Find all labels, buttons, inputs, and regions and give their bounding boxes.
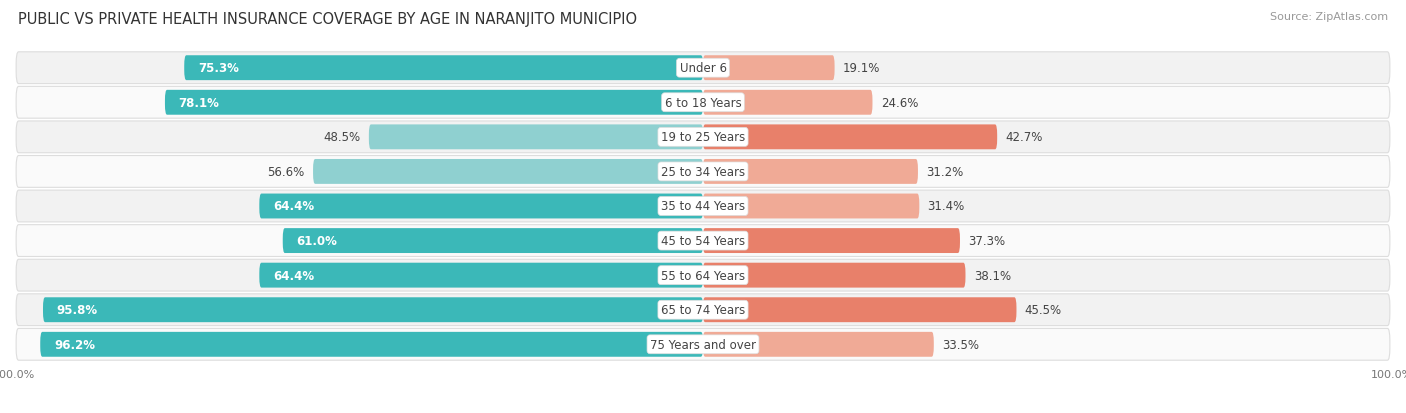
FancyBboxPatch shape xyxy=(703,228,960,254)
FancyBboxPatch shape xyxy=(259,194,703,219)
FancyBboxPatch shape xyxy=(15,53,1391,84)
Text: 65 to 74 Years: 65 to 74 Years xyxy=(661,304,745,316)
FancyBboxPatch shape xyxy=(15,156,1391,188)
FancyBboxPatch shape xyxy=(703,263,966,288)
FancyBboxPatch shape xyxy=(15,87,1391,119)
Text: Under 6: Under 6 xyxy=(679,62,727,75)
FancyBboxPatch shape xyxy=(15,329,1391,360)
FancyBboxPatch shape xyxy=(314,159,703,185)
Text: 19.1%: 19.1% xyxy=(842,62,880,75)
FancyBboxPatch shape xyxy=(703,194,920,219)
Text: 45.5%: 45.5% xyxy=(1025,304,1062,316)
Text: 37.3%: 37.3% xyxy=(969,235,1005,247)
Text: 45 to 54 Years: 45 to 54 Years xyxy=(661,235,745,247)
FancyBboxPatch shape xyxy=(165,90,703,116)
Text: 33.5%: 33.5% xyxy=(942,338,979,351)
Text: 56.6%: 56.6% xyxy=(267,166,305,178)
Text: 55 to 64 Years: 55 to 64 Years xyxy=(661,269,745,282)
FancyBboxPatch shape xyxy=(703,159,918,185)
FancyBboxPatch shape xyxy=(41,332,703,357)
Text: 31.4%: 31.4% xyxy=(928,200,965,213)
Text: 96.2%: 96.2% xyxy=(53,338,96,351)
Text: 24.6%: 24.6% xyxy=(880,97,918,109)
Text: 64.4%: 64.4% xyxy=(273,269,314,282)
Text: 64.4%: 64.4% xyxy=(273,200,314,213)
Text: 48.5%: 48.5% xyxy=(323,131,360,144)
FancyBboxPatch shape xyxy=(15,260,1391,291)
Text: 95.8%: 95.8% xyxy=(56,304,98,316)
FancyBboxPatch shape xyxy=(15,225,1391,257)
FancyBboxPatch shape xyxy=(15,191,1391,222)
Text: 38.1%: 38.1% xyxy=(974,269,1011,282)
FancyBboxPatch shape xyxy=(15,294,1391,326)
FancyBboxPatch shape xyxy=(368,125,703,150)
FancyBboxPatch shape xyxy=(283,228,703,254)
Text: 61.0%: 61.0% xyxy=(297,235,337,247)
FancyBboxPatch shape xyxy=(703,332,934,357)
Text: 6 to 18 Years: 6 to 18 Years xyxy=(665,97,741,109)
Text: 42.7%: 42.7% xyxy=(1005,131,1043,144)
FancyBboxPatch shape xyxy=(44,297,703,323)
Text: 75 Years and over: 75 Years and over xyxy=(650,338,756,351)
Text: PUBLIC VS PRIVATE HEALTH INSURANCE COVERAGE BY AGE IN NARANJITO MUNICIPIO: PUBLIC VS PRIVATE HEALTH INSURANCE COVER… xyxy=(18,12,637,27)
Text: 75.3%: 75.3% xyxy=(198,62,239,75)
FancyBboxPatch shape xyxy=(259,263,703,288)
Text: Source: ZipAtlas.com: Source: ZipAtlas.com xyxy=(1270,12,1388,22)
Text: 35 to 44 Years: 35 to 44 Years xyxy=(661,200,745,213)
FancyBboxPatch shape xyxy=(703,90,873,116)
Text: 25 to 34 Years: 25 to 34 Years xyxy=(661,166,745,178)
Text: 31.2%: 31.2% xyxy=(927,166,963,178)
FancyBboxPatch shape xyxy=(184,56,703,81)
Text: 19 to 25 Years: 19 to 25 Years xyxy=(661,131,745,144)
FancyBboxPatch shape xyxy=(703,125,997,150)
FancyBboxPatch shape xyxy=(703,297,1017,323)
Text: 78.1%: 78.1% xyxy=(179,97,219,109)
FancyBboxPatch shape xyxy=(15,122,1391,153)
FancyBboxPatch shape xyxy=(703,56,835,81)
